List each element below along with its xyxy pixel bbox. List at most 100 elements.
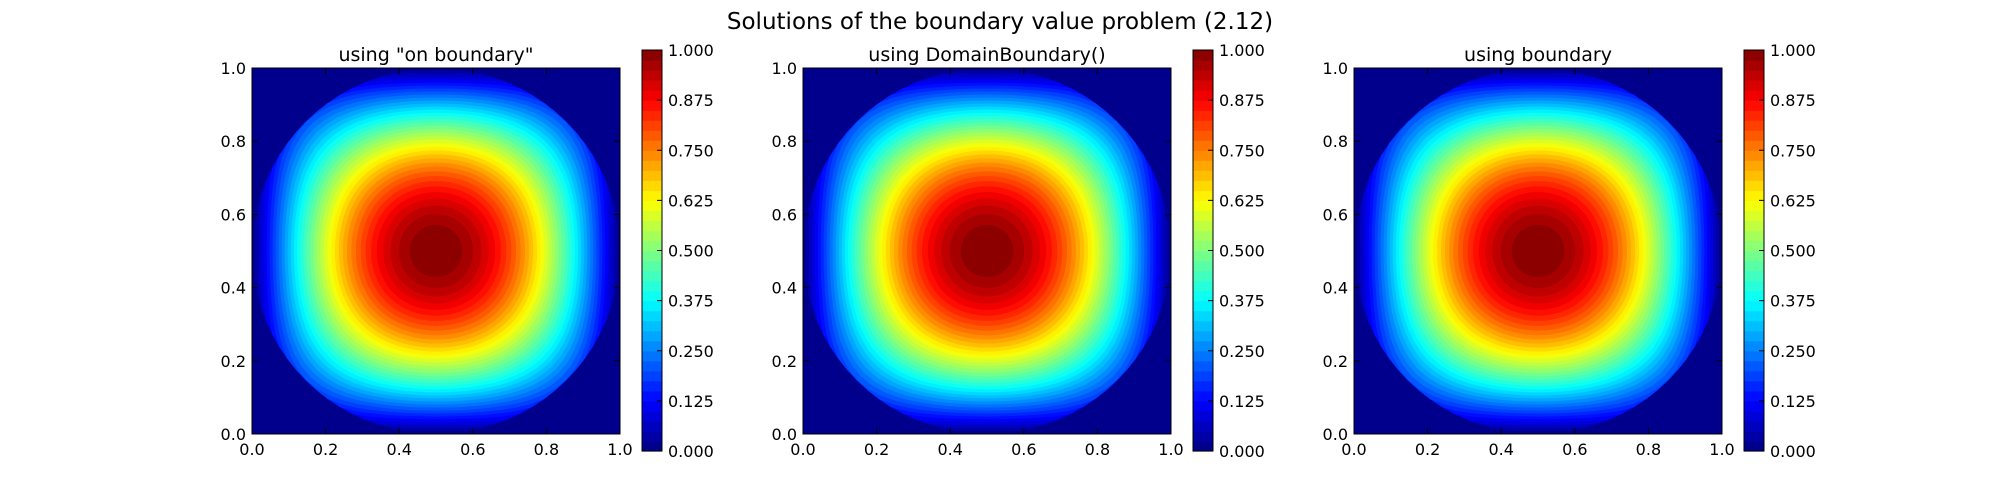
colorbar-segment: [1744, 110, 1764, 121]
y-tick-label: 0.0: [1323, 425, 1348, 444]
colorbar-segment: [1744, 250, 1764, 262]
colorbar-segment: [1744, 160, 1764, 171]
colorbar-segment: [1193, 440, 1213, 452]
colorbar-segment: [1193, 350, 1213, 362]
x-tick-label: 0.4: [937, 440, 962, 459]
axes-frame: [1353, 67, 1723, 435]
colorbar-segment: [1744, 220, 1764, 232]
figure-suptitle: Solutions of the boundary value problem …: [727, 9, 1273, 35]
colorbar-tick-label: 0.000: [1770, 442, 1816, 461]
colorbar-segment: [1193, 180, 1213, 191]
subplot-3: using boundary 0.0 0.2 0.4 0.6 0.8 1.0 0.0 0.2 0.…: [1323, 41, 1816, 461]
colorbar-segment: [1744, 200, 1764, 211]
colorbar-segment: [642, 240, 662, 252]
colorbar-segment: [1744, 290, 1764, 302]
heatmap-field: [1354, 68, 1722, 434]
colorbar-segment: [642, 270, 662, 282]
colorbar-tick-label: 0.625: [1770, 191, 1816, 210]
y-tick-label: 1.0: [221, 59, 246, 78]
x-tick-label: 1.0: [1158, 440, 1183, 459]
y-tick-label: 1.0: [1323, 59, 1348, 78]
x-tick-label: 0.2: [864, 440, 889, 459]
colorbar-segment: [1744, 340, 1764, 352]
x-tick-label: 0.8: [1085, 440, 1110, 459]
colorbar-segment: [1744, 140, 1764, 151]
x-tick-label: 0.0: [1341, 440, 1366, 459]
colorbar-segment: [1193, 70, 1213, 81]
colorbar-segment: [1744, 240, 1764, 252]
colorbar-segment: [1744, 310, 1764, 322]
y-tick-label: 0.8: [1323, 132, 1348, 151]
colorbar-tick-label: 0.625: [1219, 191, 1265, 210]
colorbar-tick-label: 0.750: [1219, 141, 1265, 160]
colorbar-segment: [1193, 410, 1213, 422]
colorbar-segment: [1193, 330, 1213, 342]
colorbar-tick-label: 0.625: [668, 191, 714, 210]
x-tick-label: 0.8: [534, 440, 559, 459]
x-tick-label: 1.0: [607, 440, 632, 459]
colorbar-segment: [1193, 310, 1213, 322]
colorbar-tick-label: 0.500: [1219, 242, 1265, 261]
colorbar-segment: [1744, 60, 1764, 71]
colorbar-tick-label: 0.375: [1770, 292, 1816, 311]
colorbar-segment: [642, 140, 662, 151]
colorbar-segment: [1744, 130, 1764, 141]
colorbar-segment: [642, 180, 662, 191]
colorbar-tick-label: 1.000: [668, 41, 714, 60]
colorbar-segment: [642, 300, 662, 312]
y-tick-label: 0.6: [221, 205, 246, 224]
x-tick-label: 0.6: [1011, 440, 1036, 459]
colorbar-segment: [1193, 160, 1213, 171]
y-tick-label: 0.8: [221, 132, 246, 151]
colorbar-segment: [642, 90, 662, 101]
colorbar-segment: [1193, 60, 1213, 71]
x-tick-label: 0.4: [386, 440, 411, 459]
y-tick-label: 0.0: [221, 425, 246, 444]
colorbar-segment: [1744, 330, 1764, 342]
colorbar-tick-label: 0.125: [668, 392, 714, 411]
colorbar-segment: [1744, 280, 1764, 292]
colorbar-segment: [1193, 340, 1213, 352]
colorbar-segment: [642, 70, 662, 81]
colorbar-segment: [1744, 320, 1764, 332]
colorbar-segment: [642, 210, 662, 222]
colorbar-tick-label: 0.000: [1219, 442, 1265, 461]
colorbar-segment: [642, 80, 662, 91]
colorbar-segment: [642, 360, 662, 372]
colorbar-segment: [1193, 300, 1213, 312]
colorbar-segment: [1193, 230, 1213, 242]
x-tick-label: 0.0: [790, 440, 815, 459]
subplot-2: using DomainBoundary() 0.0 0.2 0.4 0.6 0.8 1.0…: [772, 41, 1265, 461]
colorbar-segment: [1744, 230, 1764, 242]
colorbar-segment: [1193, 320, 1213, 332]
heatmap-field: [252, 68, 620, 434]
colorbar-segment: [642, 340, 662, 352]
colorbar-tick-label: 0.375: [1219, 292, 1265, 311]
colorbar-segment: [642, 100, 662, 111]
y-tick-label: 0.2: [772, 352, 797, 371]
colorbar-segment: [1744, 50, 1764, 61]
colorbar-segment: [1744, 100, 1764, 111]
colorbar: 0.000 0.125 0.250 0.375 0.500 0.625 0.750 0.875…: [1743, 41, 1816, 461]
colorbar: 0.000 0.125 0.250 0.375 0.500 0.625 0.750 0.875…: [641, 41, 714, 461]
colorbar-segment: [1744, 70, 1764, 81]
contour-level: [1511, 224, 1565, 278]
colorbar-segment: [1193, 360, 1213, 372]
colorbar-segment: [1744, 210, 1764, 222]
colorbar: 0.000 0.125 0.250 0.375 0.500 0.625 0.750 0.875…: [1192, 41, 1265, 461]
colorbar-segment: [642, 350, 662, 362]
colorbar-tick-label: 0.750: [1770, 141, 1816, 160]
colorbar-segment: [1744, 260, 1764, 272]
colorbar-segment: [1193, 140, 1213, 151]
colorbar-segment: [1193, 210, 1213, 222]
colorbar-segment: [642, 220, 662, 232]
colorbar-segment: [1193, 290, 1213, 302]
contour-level: [409, 224, 463, 278]
subplot-title: using boundary: [1464, 44, 1612, 66]
x-tick-label: 0.4: [1488, 440, 1513, 459]
colorbar-segment: [642, 370, 662, 382]
colorbar-segment: [1193, 390, 1213, 402]
colorbar-segment: [642, 170, 662, 181]
colorbar-segment: [1193, 110, 1213, 121]
colorbar-segment: [1744, 410, 1764, 422]
